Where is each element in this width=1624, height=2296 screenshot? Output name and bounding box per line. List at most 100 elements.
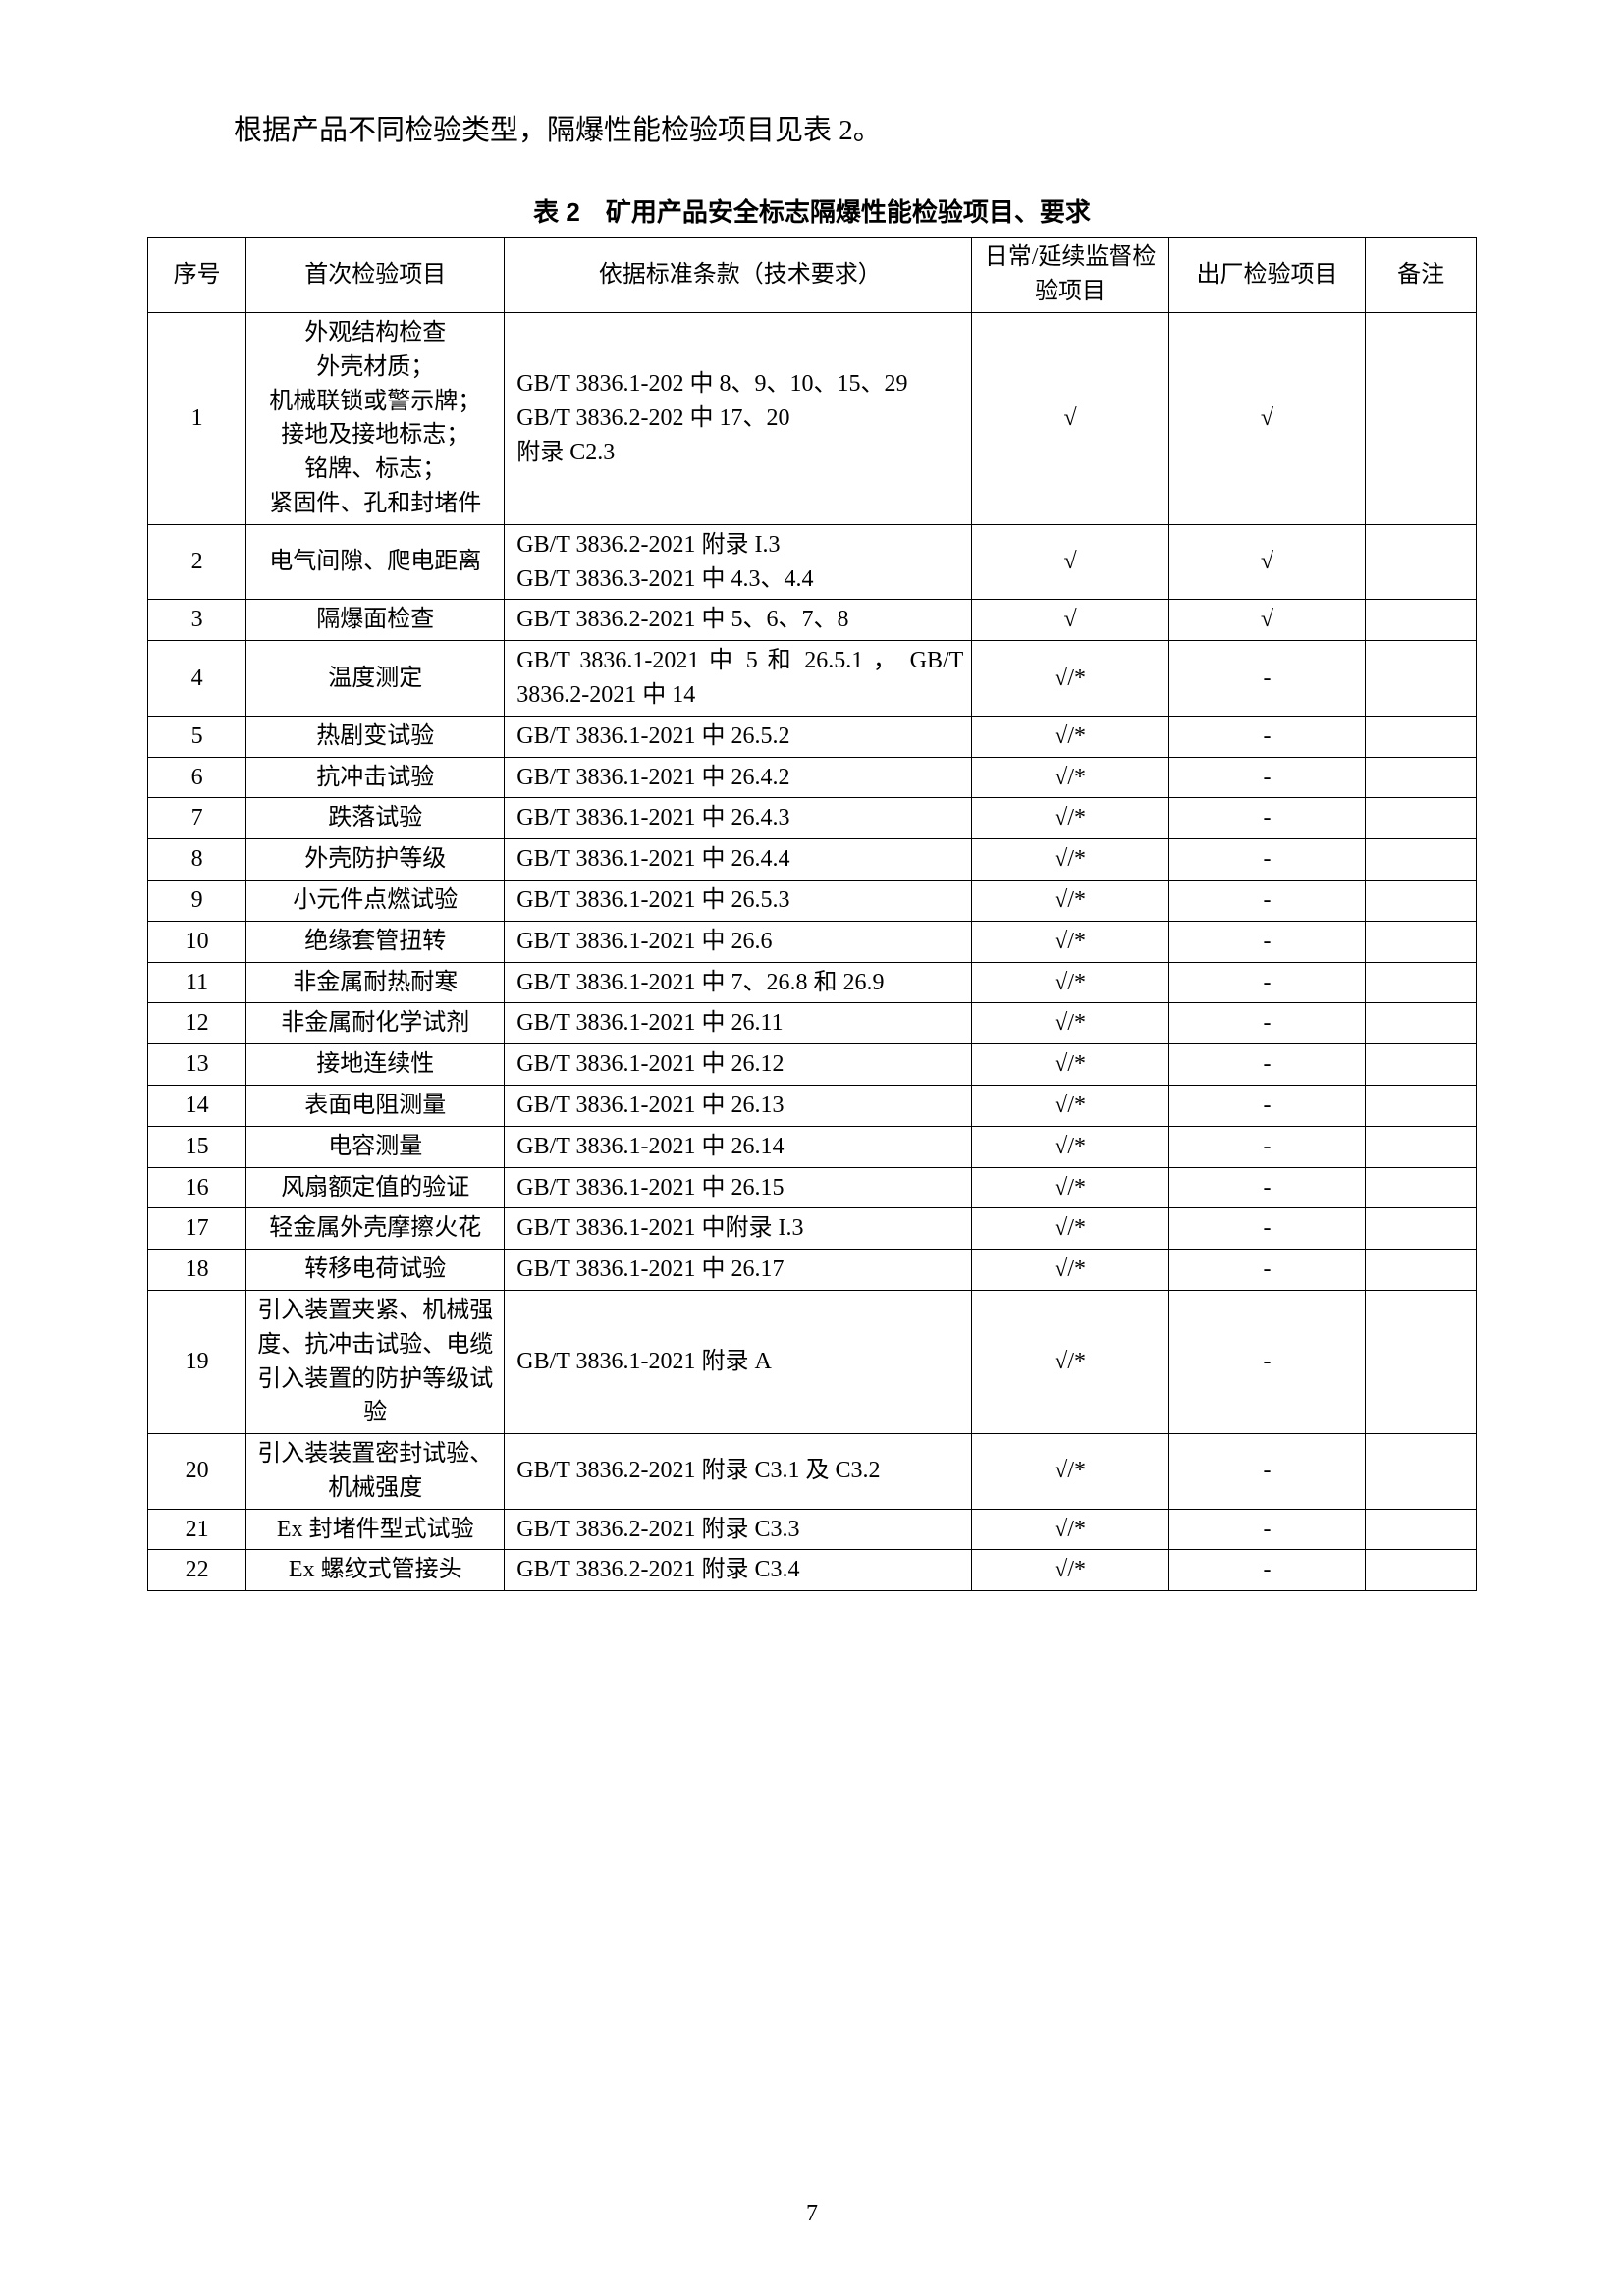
cell-remark [1366,1003,1477,1044]
header-remark: 备注 [1366,238,1477,313]
cell-basis: GB/T 3836.1-2021 中 26.17 [505,1250,972,1291]
cell-remark [1366,1290,1477,1433]
cell-daily: √/* [972,1509,1168,1550]
cell-daily: √/* [972,839,1168,881]
cell-index: 22 [148,1550,246,1591]
cell-basis: GB/T 3836.1-2021 中 26.6 [505,921,972,962]
cell-basis: GB/T 3836.1-2021 中附录 I.3 [505,1208,972,1250]
table-caption: 表 2 矿用产品安全标志隔爆性能检验项目、要求 [147,192,1477,229]
cell-basis: GB/T 3836.2-2021 中 5、6、7、8 [505,600,972,641]
cell-item: Ex 螺纹式管接头 [246,1550,505,1591]
table-row: 18转移电荷试验GB/T 3836.1-2021 中 26.17√/*- [148,1250,1477,1291]
cell-item: 外壳防护等级 [246,839,505,881]
cell-index: 6 [148,757,246,798]
cell-factory: √ [1168,312,1365,524]
cell-item: 抗冲击试验 [246,757,505,798]
cell-basis: GB/T 3836.1-2021 中 26.12 [505,1044,972,1086]
cell-factory: - [1168,641,1365,717]
cell-remark [1366,1509,1477,1550]
cell-item: 热剧变试验 [246,716,505,757]
cell-basis: GB/T 3836.1-2021 中 26.13 [505,1085,972,1126]
cell-factory: - [1168,798,1365,839]
cell-daily: √/* [972,757,1168,798]
cell-daily: √ [972,600,1168,641]
cell-daily: √/* [972,1085,1168,1126]
cell-factory: - [1168,1509,1365,1550]
cell-remark [1366,757,1477,798]
header-item: 首次检验项目 [246,238,505,313]
cell-basis: GB/T 3836.1-2021 中 26.5.2 [505,716,972,757]
cell-item: 轻金属外壳摩擦火花 [246,1208,505,1250]
cell-factory: - [1168,1003,1365,1044]
cell-factory: √ [1168,524,1365,600]
cell-factory: - [1168,1290,1365,1433]
cell-daily: √/* [972,880,1168,921]
cell-daily: √/* [972,1208,1168,1250]
table-row: 9小元件点燃试验GB/T 3836.1-2021 中 26.5.3√/*- [148,880,1477,921]
cell-daily: √/* [972,641,1168,717]
cell-remark [1366,1167,1477,1208]
table-row: 1外观结构检查 外壳材质； 机械联锁或警示牌； 接地及接地标志； 铭牌、标志； … [148,312,1477,524]
table-row: 14表面电阻测量GB/T 3836.1-2021 中 26.13√/*- [148,1085,1477,1126]
cell-remark [1366,798,1477,839]
cell-index: 13 [148,1044,246,1086]
cell-daily: √ [972,312,1168,524]
table-row: 22Ex 螺纹式管接头GB/T 3836.2-2021 附录 C3.4√/*- [148,1550,1477,1591]
cell-factory: √ [1168,600,1365,641]
cell-index: 4 [148,641,246,717]
cell-index: 9 [148,880,246,921]
cell-basis: GB/T 3836.1-2021 中 26.15 [505,1167,972,1208]
cell-index: 17 [148,1208,246,1250]
header-basis: 依据标准条款（技术要求） [505,238,972,313]
cell-item: 隔爆面检查 [246,600,505,641]
cell-daily: √ [972,524,1168,600]
cell-index: 10 [148,921,246,962]
cell-basis: GB/T 3836.1-2021 中 7、26.8 和 26.9 [505,962,972,1003]
header-factory: 出厂检验项目 [1168,238,1365,313]
cell-remark [1366,921,1477,962]
cell-index: 14 [148,1085,246,1126]
cell-index: 2 [148,524,246,600]
cell-remark [1366,641,1477,717]
cell-index: 21 [148,1509,246,1550]
cell-index: 16 [148,1167,246,1208]
cell-item: 表面电阻测量 [246,1085,505,1126]
cell-remark [1366,524,1477,600]
cell-remark [1366,1044,1477,1086]
cell-index: 1 [148,312,246,524]
cell-item: 温度测定 [246,641,505,717]
table-row: 2电气间隙、爬电距离GB/T 3836.2-2021 附录 I.3 GB/T 3… [148,524,1477,600]
cell-remark [1366,312,1477,524]
cell-daily: √/* [972,1167,1168,1208]
inspection-table: 序号 首次检验项目 依据标准条款（技术要求） 日常/延续监督检验项目 出厂检验项… [147,237,1477,1591]
cell-index: 20 [148,1434,246,1510]
cell-remark [1366,600,1477,641]
cell-factory: - [1168,880,1365,921]
cell-daily: √/* [972,1250,1168,1291]
cell-item: 跌落试验 [246,798,505,839]
table-row: 19引入装置夹紧、机械强度、抗冲击试验、电缆引入装置的防护等级试验GB/T 38… [148,1290,1477,1433]
cell-remark [1366,880,1477,921]
cell-item: 非金属耐化学试剂 [246,1003,505,1044]
cell-factory: - [1168,1044,1365,1086]
cell-factory: - [1168,1250,1365,1291]
cell-item: 电气间隙、爬电距离 [246,524,505,600]
cell-daily: √/* [972,1290,1168,1433]
cell-basis: GB/T 3836.1-2021 中 26.4.3 [505,798,972,839]
cell-basis: GB/T 3836.1-2021 附录 A [505,1290,972,1433]
cell-daily: √/* [972,1550,1168,1591]
cell-remark [1366,1208,1477,1250]
table-row: 3隔爆面检查GB/T 3836.2-2021 中 5、6、7、8√√ [148,600,1477,641]
table-row: 11非金属耐热耐寒GB/T 3836.1-2021 中 7、26.8 和 26.… [148,962,1477,1003]
cell-factory: - [1168,1434,1365,1510]
cell-item: 转移电荷试验 [246,1250,505,1291]
cell-basis: GB/T 3836.2-2021 附录 C3.4 [505,1550,972,1591]
cell-remark [1366,1550,1477,1591]
table-row: 16风扇额定值的验证GB/T 3836.1-2021 中 26.15√/*- [148,1167,1477,1208]
table-row: 12非金属耐化学试剂GB/T 3836.1-2021 中 26.11√/*- [148,1003,1477,1044]
cell-remark [1366,839,1477,881]
intro-text: 根据产品不同检验类型，隔爆性能检验项目见表 2。 [147,108,1477,153]
cell-remark [1366,1085,1477,1126]
cell-index: 5 [148,716,246,757]
cell-basis: GB/T 3836.2-2021 附录 C3.1 及 C3.2 [505,1434,972,1510]
